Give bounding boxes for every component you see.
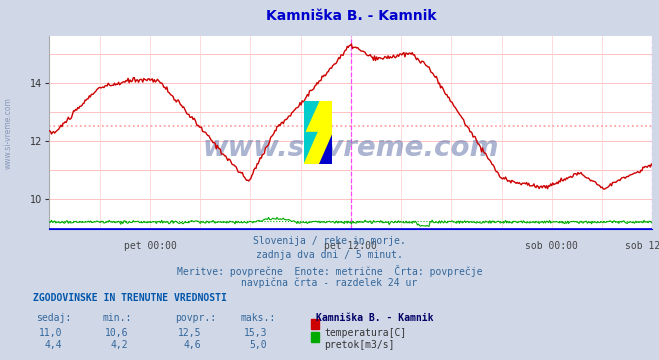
- Text: navpična črta - razdelek 24 ur: navpična črta - razdelek 24 ur: [241, 278, 418, 288]
- Text: zadnja dva dni / 5 minut.: zadnja dva dni / 5 minut.: [256, 250, 403, 260]
- Text: povpr.:: povpr.:: [175, 313, 215, 323]
- Polygon shape: [304, 101, 318, 132]
- Text: www.si-vreme.com: www.si-vreme.com: [203, 134, 499, 162]
- Text: sedaj:: sedaj:: [36, 313, 71, 323]
- Text: 11,0: 11,0: [39, 328, 63, 338]
- Bar: [304, 132, 318, 164]
- Text: 15,3: 15,3: [243, 328, 267, 338]
- Text: pet 00:00: pet 00:00: [124, 241, 177, 251]
- Text: Kamniška B. - Kamnik: Kamniška B. - Kamnik: [316, 313, 434, 323]
- Text: ZGODOVINSKE IN TRENUTNE VREDNOSTI: ZGODOVINSKE IN TRENUTNE VREDNOSTI: [33, 293, 227, 303]
- Bar: [304, 101, 318, 132]
- Text: 10,6: 10,6: [105, 328, 129, 338]
- Text: 4,6: 4,6: [183, 340, 201, 350]
- Text: maks.:: maks.:: [241, 313, 275, 323]
- Bar: [318, 132, 332, 164]
- Text: 4,2: 4,2: [111, 340, 129, 350]
- Text: min.:: min.:: [102, 313, 132, 323]
- Text: sob 00:00: sob 00:00: [525, 241, 578, 251]
- Text: Meritve: povprečne  Enote: metrične  Črta: povprečje: Meritve: povprečne Enote: metrične Črta:…: [177, 265, 482, 276]
- Text: pretok[m3/s]: pretok[m3/s]: [324, 340, 395, 350]
- Text: 12,5: 12,5: [177, 328, 201, 338]
- Text: 4,4: 4,4: [45, 340, 63, 350]
- Text: Kamniška B. - Kamnik: Kamniška B. - Kamnik: [266, 9, 436, 23]
- Bar: [318, 101, 332, 132]
- Text: 5,0: 5,0: [249, 340, 267, 350]
- Text: www.si-vreme.com: www.si-vreme.com: [3, 97, 13, 169]
- Text: sob 12:00: sob 12:00: [625, 241, 659, 251]
- Text: temperatura[C]: temperatura[C]: [324, 328, 407, 338]
- Text: pet 12:00: pet 12:00: [324, 241, 378, 251]
- Polygon shape: [304, 101, 332, 164]
- Text: Slovenija / reke in morje.: Slovenija / reke in morje.: [253, 236, 406, 246]
